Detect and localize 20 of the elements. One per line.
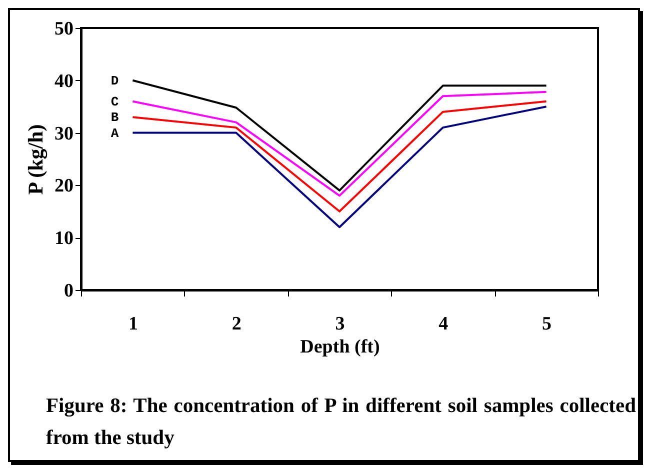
line-series [132, 106, 548, 228]
y-tick-label: 40 [54, 70, 74, 92]
x-axis-title: Depth (ft) [300, 336, 380, 358]
series-label: A [110, 126, 119, 141]
y-tick-label: 50 [54, 18, 74, 40]
caption: Figure 8: The concentration of P in different soil samples collected from the study [46, 394, 636, 451]
x-tick-label: 3 [335, 314, 345, 334]
x-tick-label: 1 [128, 314, 138, 334]
y-axis-title: P (kg/h) [24, 124, 48, 195]
y-tick-label: 10 [54, 228, 74, 250]
y-tick-label: 20 [54, 176, 74, 197]
x-tick-label: 2 [232, 314, 242, 334]
y-tick-label: 30 [54, 123, 74, 144]
series-label: B [110, 110, 119, 126]
series-label: C [110, 94, 119, 110]
line-series [132, 100, 548, 212]
x-tick-label: 5 [542, 314, 552, 334]
series-label: D [110, 73, 119, 88]
x-tick-label: 4 [438, 314, 449, 334]
y-tick-label: 0 [64, 280, 74, 302]
